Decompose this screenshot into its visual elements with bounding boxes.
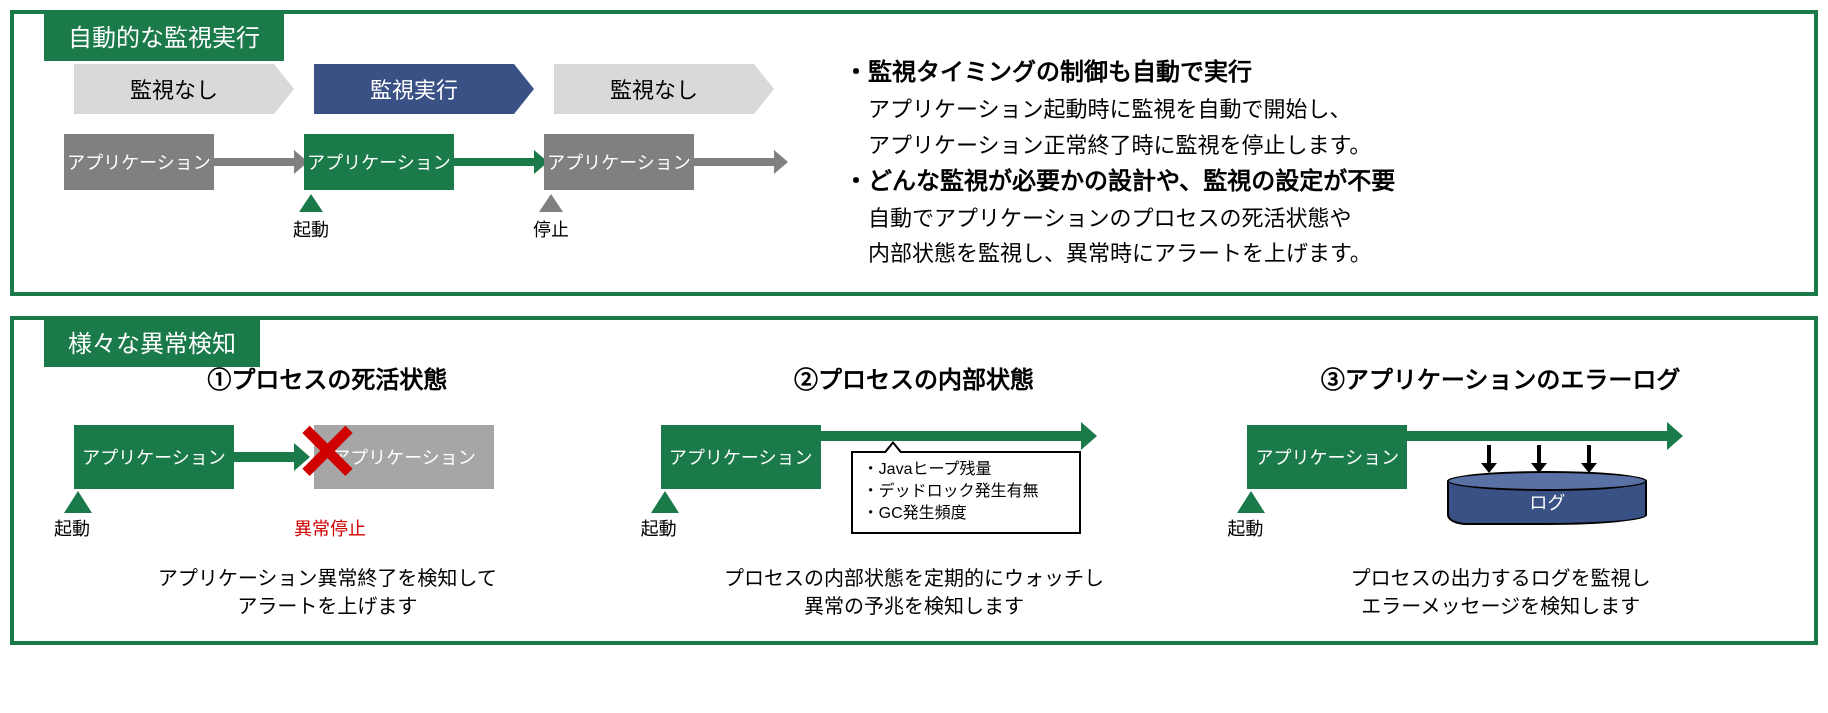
app-box-2: アプリケーション (661, 425, 821, 489)
section2-body: ①プロセスの死活状態 アプリケーション アプリケーション ✕ 起動 異常停止 ア… (44, 360, 1784, 621)
arrow-2 (821, 431, 1081, 441)
bullet-line: 自動でアプリケーションのプロセスの死活状態や (868, 201, 1784, 236)
info-box: ・Javaヒープ残量 ・デッドロック発生有無 ・GC発生頻度 (851, 451, 1081, 534)
col3-desc: プロセスの出力するログを監視し エラーメッセージを検知します (1217, 565, 1784, 621)
bullet-heading: ・どんな監視が必要かの設計や、監視の設定が不要 (844, 163, 1784, 201)
col1-diagram: アプリケーション アプリケーション ✕ 起動 異常停止 (44, 415, 611, 555)
bullet-heading: ・監視タイミングの制御も自動で実行 (844, 54, 1784, 92)
col-process-alive: ①プロセスの死活状態 アプリケーション アプリケーション ✕ 起動 異常停止 ア… (44, 360, 611, 621)
timeline-connector-arrow (454, 158, 534, 166)
col2-desc-line2: 異常の予兆を検知します (631, 593, 1198, 621)
start-label-2: 起動 (641, 515, 677, 541)
col1-desc-line1: アプリケーション異常終了を検知して (44, 565, 611, 593)
start-label-3: 起動 (1227, 515, 1263, 541)
info-line-1: ・Javaヒープ残量 (863, 459, 1069, 481)
start-marker-3 (1237, 491, 1265, 513)
start-marker-2 (651, 491, 679, 513)
error-label: 異常停止 (294, 515, 366, 541)
col3-title: ③アプリケーションのエラーログ (1217, 360, 1784, 395)
timeline-app-box: アプリケーション (64, 134, 214, 190)
app-box-3: アプリケーション (1247, 425, 1407, 489)
down-arrow-2 (1537, 445, 1541, 465)
start-label-1: 起動 (54, 515, 90, 541)
arrow-3 (1407, 431, 1667, 441)
section1-diagram: 監視なし監視実行監視なし アプリケーション アプリケーション アプリケーション 起動… (44, 54, 804, 264)
log-label: ログ (1529, 489, 1565, 515)
timeline-app-box: アプリケーション (304, 134, 454, 190)
info-line-3: ・GC発生頻度 (863, 503, 1069, 525)
down-arrow-3 (1587, 445, 1591, 465)
timeline-top-seg: 監視なし (74, 64, 294, 114)
timeline-app-box: アプリケーション (544, 134, 694, 190)
timeline-marker-label: 起動 (293, 216, 329, 242)
app-box-1: アプリケーション (74, 425, 234, 489)
info-line-2: ・デッドロック発生有無 (863, 481, 1069, 503)
col1-title: ①プロセスの死活状態 (44, 360, 611, 395)
section1-body: 監視なし監視実行監視なし アプリケーション アプリケーション アプリケーション 起動… (44, 54, 1784, 272)
col3-desc-line2: エラーメッセージを検知します (1217, 593, 1784, 621)
col2-desc: プロセスの内部状態を定期的にウォッチし 異常の予兆を検知します (631, 565, 1198, 621)
timeline-top-seg: 監視なし (554, 64, 774, 114)
col3-desc-line1: プロセスの出力するログを監視し (1217, 565, 1784, 593)
col-error-log: ③アプリケーションのエラーログ アプリケーション ログ 起動 プロセスの出力する… (1217, 360, 1784, 621)
timeline-marker-icon (299, 194, 323, 212)
timeline-top-seg: 監視実行 (314, 64, 534, 114)
start-marker-1 (64, 491, 92, 513)
col2-title: ②プロセスの内部状態 (631, 360, 1198, 395)
timeline-marker-label: 停止 (533, 216, 569, 242)
section-anomaly-detection: 様々な異常検知 ①プロセスの死活状態 アプリケーション アプリケーション ✕ 起… (10, 316, 1818, 645)
section-auto-monitoring: 自動的な監視実行 監視なし監視実行監視なし アプリケーションアプリケーションアプ… (10, 10, 1818, 296)
timeline-connector-arrow (214, 158, 294, 166)
col2-desc-line1: プロセスの内部状態を定期的にウォッチし (631, 565, 1198, 593)
col1-desc-line2: アラートを上げます (44, 593, 611, 621)
x-mark-icon: ✕ (294, 413, 361, 493)
col1-desc: アプリケーション異常終了を検知して アラートを上げます (44, 565, 611, 621)
bullet-line: アプリケーション正常終了時に監視を停止します。 (868, 128, 1784, 163)
col-process-internal: ②プロセスの内部状態 アプリケーション ・Javaヒープ残量 ・デッドロック発生… (631, 360, 1198, 621)
col2-diagram: アプリケーション ・Javaヒープ残量 ・デッドロック発生有無 ・GC発生頻度 … (631, 415, 1198, 555)
log-cylinder: ログ (1447, 471, 1647, 525)
bullet-line: 内部状態を監視し、異常時にアラートを上げます。 (868, 236, 1784, 271)
down-arrow-1 (1487, 445, 1491, 465)
timeline-marker-icon (539, 194, 563, 212)
section1-text: ・監視タイミングの制御も自動で実行アプリケーション起動時に監視を自動で開始し、ア… (844, 54, 1784, 272)
arrow-1 (234, 452, 294, 462)
col3-diagram: アプリケーション ログ 起動 (1217, 415, 1784, 555)
bullet-line: アプリケーション起動時に監視を自動で開始し、 (868, 92, 1784, 127)
timeline-connector-arrow (694, 158, 774, 166)
